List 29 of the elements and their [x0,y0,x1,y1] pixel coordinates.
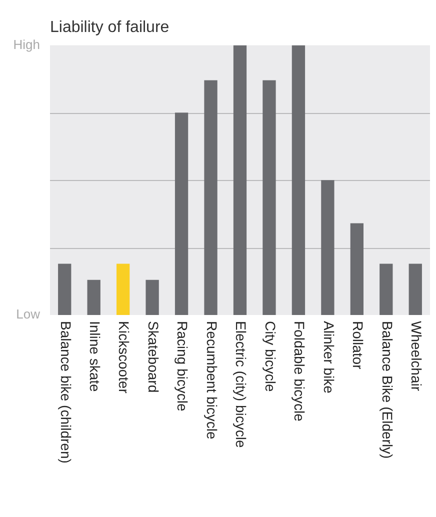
bar [116,264,130,315]
x-tick-label: Inline skate [86,321,103,392]
bar [380,264,393,315]
x-tick-label: Balance Bike (Elderly) [379,321,396,459]
bar [292,45,306,315]
bar [204,80,218,315]
x-tick-label: Racing bicycle [174,321,191,412]
x-tick-label: Skateboard [145,321,162,393]
text: Low [16,306,41,322]
bar [146,280,159,315]
x-tick-label: Alinker bike [320,321,337,394]
x-tick-label: Foldable bicycle [292,321,308,422]
x-tick-label: Electric (city) bicycle [233,321,250,448]
bar [321,180,334,315]
bar [262,80,276,315]
x-tick-label: Balance bike (children) [58,321,74,464]
x-tick-label: Wheelchair [408,321,425,392]
text: High [13,36,40,52]
bar [350,223,364,315]
x-tick-label: Rollator [350,321,366,370]
bar [58,264,72,315]
x-tick-label: City bicycle [262,321,278,392]
bar [174,112,188,315]
x-tick-label: Recumbent bicycle [204,321,220,440]
bar [408,264,422,315]
x-tick-label: Kickscooter [116,321,132,394]
bar [233,45,247,315]
chart-title: Liability of failure [50,19,170,36]
bar [87,280,100,315]
